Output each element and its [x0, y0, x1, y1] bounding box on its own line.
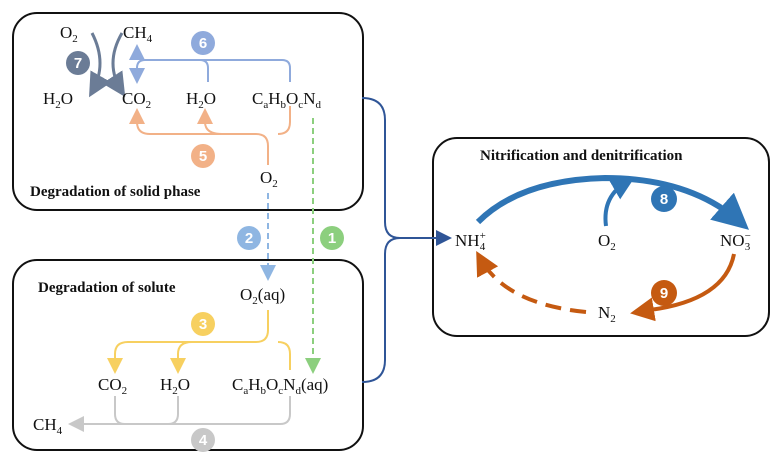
svg-text:CO2: CO2: [122, 89, 151, 111]
path-3-h2o: [170, 341, 193, 374]
connector-bracket-lower: [361, 237, 401, 383]
path-5-substrate: [277, 106, 291, 135]
nitrification-title: Nitrification and denitrification: [480, 148, 683, 164]
species-o2-top: O2: [60, 23, 78, 45]
path-7-left: [89, 32, 112, 98]
step-badge-5: 5: [191, 144, 215, 168]
species-nh4: NH+ 4: [455, 230, 486, 253]
svg-text:O2(aq): O2(aq): [240, 285, 285, 307]
svg-text:3: 3: [199, 316, 207, 333]
species-o2-right: O2: [598, 231, 616, 253]
species-h2o-left: H2O: [43, 89, 73, 111]
svg-text:O2: O2: [260, 168, 278, 190]
step-badge-3: 3: [191, 312, 215, 336]
solute-panel: [12, 259, 364, 451]
svg-text:8: 8: [660, 191, 668, 208]
species-n2: N2: [598, 303, 616, 325]
step-badge-1: 1: [320, 226, 344, 250]
svg-text:O2: O2: [598, 231, 616, 253]
path-4-h2o: [167, 396, 179, 425]
path-7-right: [102, 32, 126, 98]
path-9-denitrification: [630, 253, 736, 322]
path-9-n2-to-nh4: [476, 250, 587, 314]
path-6-main: [129, 59, 291, 84]
svg-text:H2O: H2O: [43, 89, 73, 111]
svg-text:2: 2: [245, 230, 253, 247]
species-no3: NO− 3: [720, 230, 751, 253]
step-badge-2: 2: [237, 226, 261, 250]
path-6-branch-h2o: [199, 59, 209, 82]
path-8-o2: [603, 176, 635, 227]
solid-phase-title: Degradation of solid phase: [30, 184, 201, 200]
svg-text:CaHbOcNd(aq): CaHbOcNd(aq): [232, 375, 328, 397]
svg-text:4: 4: [199, 432, 208, 449]
species-ch4-bottom: CH4: [33, 415, 63, 437]
step-badge-9: 9: [651, 280, 677, 306]
step-badge-8: 8: [651, 186, 677, 212]
species-co2-top: CO2: [122, 89, 151, 111]
step-badge-6: 6: [191, 31, 215, 55]
path-8-nitrification: [475, 174, 750, 230]
connector-bracket: [361, 97, 452, 246]
species-o2-mid: O2: [260, 168, 278, 190]
svg-text:NH+4: NH+ 4: [455, 230, 486, 253]
species-substrate-bottom: CaHbOcNd(aq): [232, 375, 328, 397]
species-h2o-top: H2O: [186, 89, 216, 111]
svg-text:7: 7: [74, 55, 82, 72]
svg-text:H2O: H2O: [186, 89, 216, 111]
solid-phase-panel: [12, 12, 364, 211]
path-5-main: [129, 108, 269, 165]
svg-text:5: 5: [199, 148, 207, 165]
species-h2o-bottom: H2O: [160, 375, 190, 397]
svg-text:NO−3: NO− 3: [720, 230, 751, 253]
svg-text:H2O: H2O: [160, 375, 190, 397]
species-ch4-top: CH4: [123, 23, 153, 45]
path-3-substrate: [277, 341, 291, 370]
svg-text:CaHbOcNd: CaHbOcNd: [252, 89, 321, 111]
svg-text:9: 9: [660, 285, 668, 302]
svg-text:CO2: CO2: [98, 375, 127, 397]
species-substrate-top: CaHbOcNd: [252, 89, 321, 111]
svg-text:1: 1: [328, 230, 336, 247]
solute-title: Degradation of solute: [38, 280, 176, 296]
species-co2-bottom: CO2: [98, 375, 127, 397]
step-badge-7: 7: [66, 51, 90, 75]
path-5-h2o: [197, 108, 223, 135]
species-o2-aq: O2(aq): [240, 285, 285, 307]
path-4-main: [68, 396, 291, 432]
path-4-co2: [114, 396, 126, 425]
step-badge-4: 4: [191, 428, 215, 452]
svg-text:6: 6: [199, 35, 207, 52]
svg-text:O2: O2: [60, 23, 78, 45]
svg-text:CH4: CH4: [123, 23, 153, 45]
svg-text:N2: N2: [598, 303, 616, 325]
path-3-main: [107, 310, 269, 374]
svg-text:CH4: CH4: [33, 415, 63, 437]
